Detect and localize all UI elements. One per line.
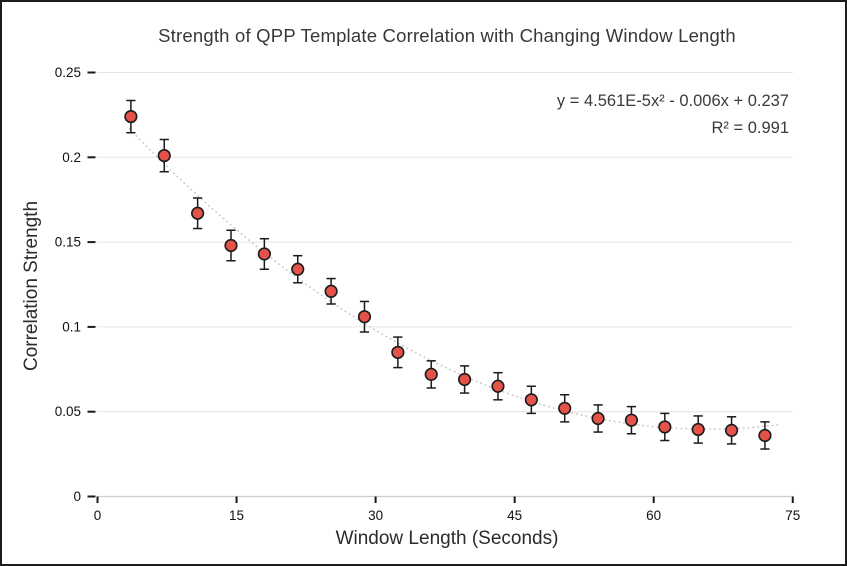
data-point [758,428,772,443]
data-point [558,401,572,415]
data-point [324,284,338,298]
data-point [724,423,739,437]
data-point [224,238,238,253]
y-tick-label: 0.2 [62,150,81,165]
data-point [624,413,639,427]
data-point [124,109,138,124]
data-point [691,422,705,437]
trendline-equation: y = 4.561E-5x² - 0.006x + 0.237 [556,92,789,110]
data-point [357,310,372,324]
data-point [524,393,538,407]
x-tick-label: 0 [94,508,102,523]
y-tick-label: 0.1 [62,319,81,334]
x-tick-label: 30 [368,508,383,523]
y-tick-label: 0.05 [55,404,81,419]
x-tick-label: 15 [229,508,244,523]
x-tick-label: 60 [646,508,661,523]
y-tick-label: 0 [73,489,81,504]
r-squared-value: R² = 0.991 [711,119,789,137]
data-point [157,149,171,163]
x-tick-label: 45 [507,508,522,523]
x-tick-label: 75 [785,508,800,523]
data-point [457,372,472,387]
data-point [491,379,505,393]
data-point [191,206,205,220]
y-tick-label: 0.25 [55,65,81,80]
x-axis-title: Window Length (Seconds) [335,528,559,549]
trendline [128,127,778,430]
data-point [257,247,271,261]
data-point [591,411,605,426]
chart-title: Strength of QPP Template Correlation wit… [158,25,736,46]
data-point [658,420,672,434]
data-point [391,345,405,359]
data-point [291,262,305,276]
data-point [424,367,438,381]
y-tick-label: 0.15 [55,235,81,250]
trendline-annotation: y = 4.561E-5x² - 0.006x + 0.237 R² = 0.9… [557,88,789,142]
